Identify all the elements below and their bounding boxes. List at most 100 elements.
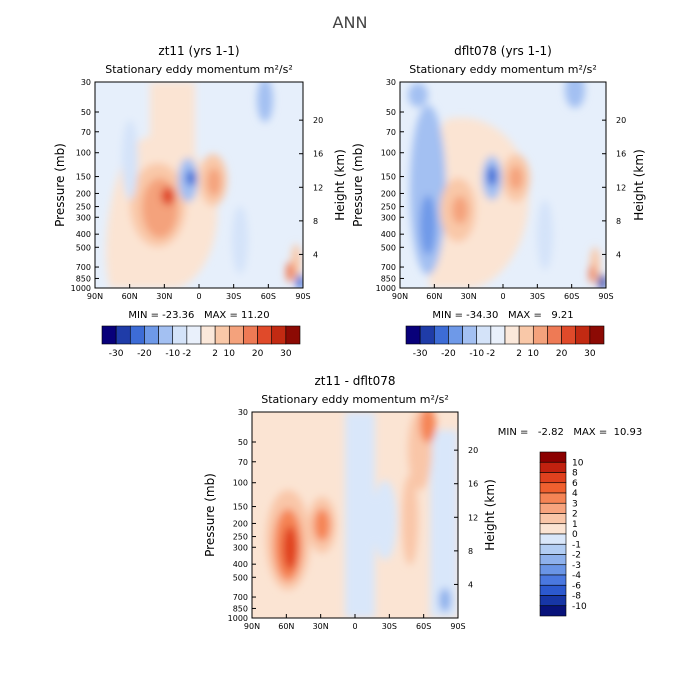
pos-anomaly: [161, 187, 175, 205]
colorbar-label: -10: [165, 349, 180, 359]
x-tick-label: 30S: [382, 622, 397, 631]
colorbar-swatch: [476, 325, 492, 345]
panel-dflt078: dflt078 (yrs 1-1) Stationary eddy moment…: [351, 44, 646, 359]
y-tick-label: 500: [381, 243, 396, 252]
colorbar-swatch: [539, 554, 567, 566]
y-axis-label: Pressure (mb): [203, 473, 217, 557]
colorbar-swatch: [539, 472, 567, 484]
y2-tick-label: 20: [313, 116, 323, 125]
colorbar-swatch: [144, 325, 159, 345]
colorbar-label: 2: [516, 349, 522, 359]
colorbar-label: -20: [441, 349, 456, 359]
x-tick-label: 90S: [450, 622, 465, 631]
x-tick-label: 90S: [598, 292, 613, 301]
y-tick-label: 250: [381, 203, 396, 212]
y2-tick-label: 12: [468, 513, 478, 522]
y-tick-label: 700: [76, 263, 91, 272]
colorbar-swatch: [257, 325, 273, 345]
panel-zt11: zt11 (yrs 1-1) Stationary eddy momentum …: [53, 44, 347, 359]
y2-tick-label: 8: [313, 217, 318, 226]
y-tick-label: 850: [381, 274, 396, 283]
neg-anomaly: [257, 82, 273, 122]
y-tick-label: 700: [381, 263, 396, 272]
colorbar-swatch: [172, 325, 188, 345]
y-tick-label: 400: [76, 230, 91, 239]
y2-axis-label: Height (km): [333, 149, 347, 220]
colorbar-swatch: [115, 325, 131, 345]
colorbar-swatch: [539, 482, 567, 494]
contour-field: [400, 82, 606, 288]
pos-anomaly: [589, 265, 595, 283]
colorbar-label: -30: [109, 349, 124, 359]
panel-subtitle: Stationary eddy momentum m²/s²: [409, 63, 597, 76]
colorbar-label: -30: [413, 349, 428, 359]
x-ticks: 90N 60N 30N 0 30S 60S 90S: [392, 284, 614, 301]
pos-anomaly: [142, 178, 178, 238]
x-tick-label: 90S: [295, 292, 310, 301]
colorbar-label: -10: [469, 349, 484, 359]
y-tick-label: 150: [381, 173, 396, 182]
colorbar-swatch: [518, 325, 534, 345]
colorbar-label: 10: [572, 458, 584, 468]
colorbar-label: 2: [212, 349, 218, 359]
pos-anomaly: [283, 526, 297, 570]
panel-difference: zt11 - dflt078 Stationary eddy momentum …: [203, 374, 642, 631]
colorbar-label: -1: [572, 540, 581, 550]
colorbar-swatch: [539, 523, 567, 535]
neg-anomaly: [565, 82, 585, 108]
x-tick-label: 60S: [416, 622, 431, 631]
colorbar-label: 8: [572, 469, 578, 479]
colorbar-swatch: [539, 533, 567, 545]
colorbar-swatch: [462, 325, 478, 345]
colorbar-label: -2: [572, 551, 581, 561]
colorbar-swatch: [271, 325, 287, 345]
colorbar-swatch: [405, 325, 421, 345]
units-text: m²/s²: [264, 63, 293, 76]
x-tick-label: 0: [196, 292, 201, 301]
y-tick-label: 150: [233, 503, 248, 512]
colorbar-swatch: [539, 492, 567, 504]
band-positive: [427, 117, 529, 288]
figure-title: ANN: [333, 13, 368, 32]
band-negative: [345, 412, 375, 618]
y-tick-label: 850: [233, 604, 248, 613]
pos-anomaly: [207, 168, 221, 196]
x-tick-label: 90N: [87, 292, 103, 301]
contour-field: [95, 82, 303, 288]
y2-tick-label: 12: [616, 183, 626, 192]
y-axis-label: Pressure (mb): [53, 143, 67, 227]
y-tick-label: 30: [81, 78, 91, 87]
y-tick-label: 200: [381, 189, 396, 198]
x-tick-label: 30N: [461, 292, 477, 301]
y-tick-label: 100: [233, 479, 248, 488]
colorbar-label: -20: [137, 349, 152, 359]
x-tick-label: 90N: [392, 292, 408, 301]
neg-anomaly: [296, 274, 303, 288]
y-tick-label: 1000: [228, 614, 248, 623]
colorbar-swatch: [490, 325, 506, 345]
colorbar-label: 10: [528, 349, 540, 359]
colorbar-swatch: [200, 325, 216, 345]
units-text: m²/s²: [568, 63, 597, 76]
panel-subtitle: Stationary eddy momentum m²/s²: [261, 393, 449, 406]
colorbar-label: -10: [572, 602, 587, 612]
neg-anomaly: [420, 195, 436, 255]
y-tick-label: 200: [233, 519, 248, 528]
y-tick-label: 300: [233, 543, 248, 552]
y-tick-label: 250: [233, 533, 248, 542]
panel-subtitle: Stationary eddy momentum m²/s²: [105, 63, 293, 76]
colorbar-label: 6: [572, 479, 578, 489]
pos-anomaly: [286, 262, 294, 282]
colorbar-label: 1: [572, 520, 578, 530]
x-tick-label: 30S: [226, 292, 241, 301]
y-tick-label: 400: [233, 560, 248, 569]
y-tick-label: 700: [233, 593, 248, 602]
y-tick-label: 1000: [376, 284, 396, 293]
y2-ticks: 4 8 12 16 20: [602, 116, 626, 259]
x-tick-label: 0: [352, 622, 357, 631]
min-max-stats: MIN = -34.30 MAX = 9.21: [432, 310, 573, 321]
